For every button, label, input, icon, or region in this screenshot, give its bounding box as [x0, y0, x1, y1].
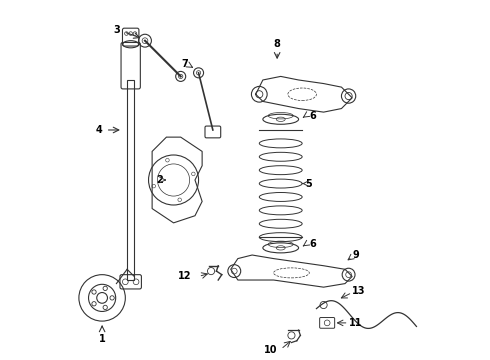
Text: 11: 11	[348, 318, 362, 328]
Text: 9: 9	[352, 250, 359, 260]
Text: 1: 1	[99, 334, 105, 343]
Text: 10: 10	[264, 345, 277, 355]
Text: 6: 6	[309, 111, 316, 121]
Text: 2: 2	[156, 175, 163, 185]
Text: 4: 4	[96, 125, 102, 135]
Text: 3: 3	[113, 25, 120, 35]
Text: 12: 12	[178, 271, 192, 282]
Text: 7: 7	[181, 59, 188, 69]
Text: 5: 5	[306, 179, 313, 189]
Text: 8: 8	[274, 39, 281, 49]
Text: 13: 13	[352, 286, 366, 296]
Text: 6: 6	[309, 239, 316, 249]
